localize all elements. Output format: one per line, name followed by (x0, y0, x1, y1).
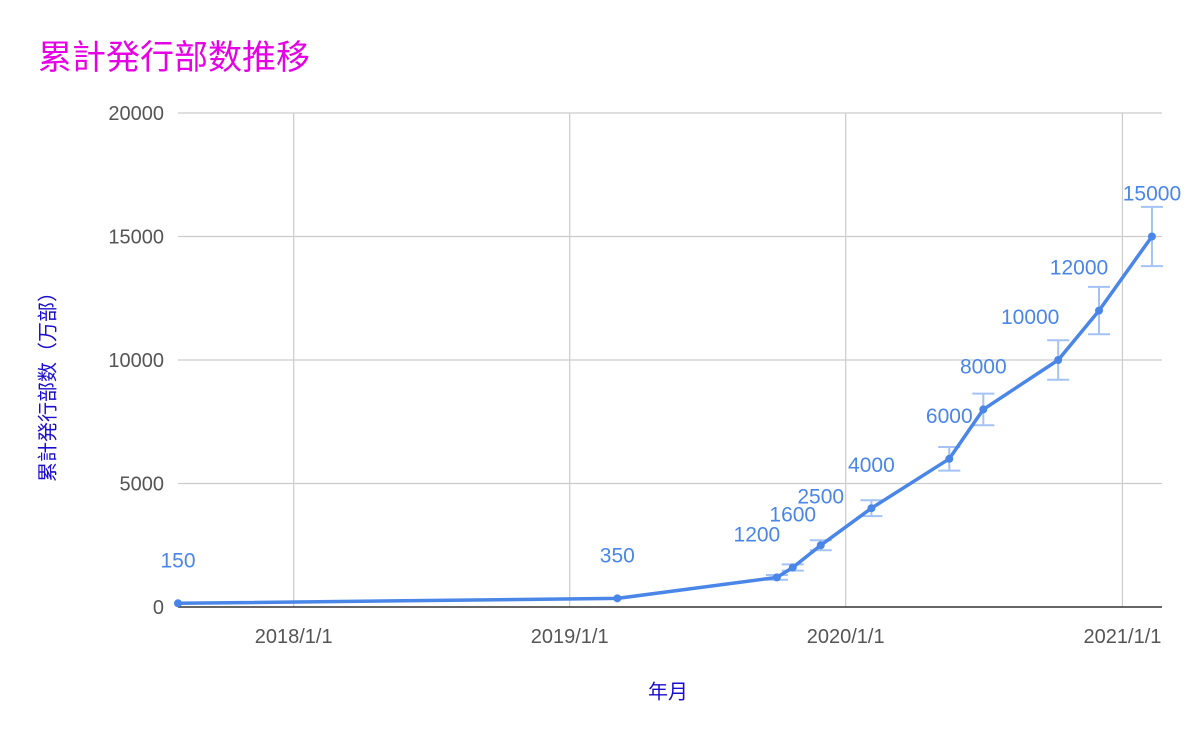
series-line (177, 235, 1154, 606)
data-label: 2500 (797, 485, 844, 508)
y-tick-label: 10000 (108, 350, 164, 372)
data-point (1095, 306, 1104, 315)
y-tick-label: 5000 (120, 474, 165, 496)
data-label: 6000 (926, 405, 973, 428)
x-tick-label: 2021/1/1 (1084, 626, 1162, 648)
data-label: 10000 (1001, 306, 1059, 329)
data-label: 15000 (1123, 183, 1181, 206)
data-label: 1200 (734, 523, 781, 546)
data-label: 350 (600, 544, 635, 567)
data-label: 150 (160, 549, 195, 572)
data-point (1054, 356, 1063, 364)
data-label: 4000 (848, 454, 895, 477)
data-point (945, 454, 954, 463)
data-point (816, 541, 825, 550)
x-tick-label: 2020/1/1 (807, 626, 885, 648)
data-point (979, 405, 988, 414)
y-tick-label: 15000 (108, 227, 164, 249)
data-point (1147, 232, 1156, 241)
data-point (613, 594, 622, 603)
data-point (772, 573, 781, 582)
data-point (174, 599, 182, 608)
data-point (788, 563, 797, 572)
chart-title: 累計発行部数推移 (38, 38, 310, 78)
x-tick-label: 2019/1/1 (531, 626, 609, 648)
data-label: 12000 (1050, 257, 1108, 280)
y-tick-label: 20000 (108, 103, 164, 125)
data-label: 8000 (960, 355, 1007, 378)
data-label: 1600 (769, 503, 816, 526)
x-axis-title: 年月 (648, 679, 688, 704)
y-tick-label: 0 (153, 597, 164, 619)
x-tick-label: 2018/1/1 (255, 626, 333, 648)
data-point (867, 504, 876, 513)
